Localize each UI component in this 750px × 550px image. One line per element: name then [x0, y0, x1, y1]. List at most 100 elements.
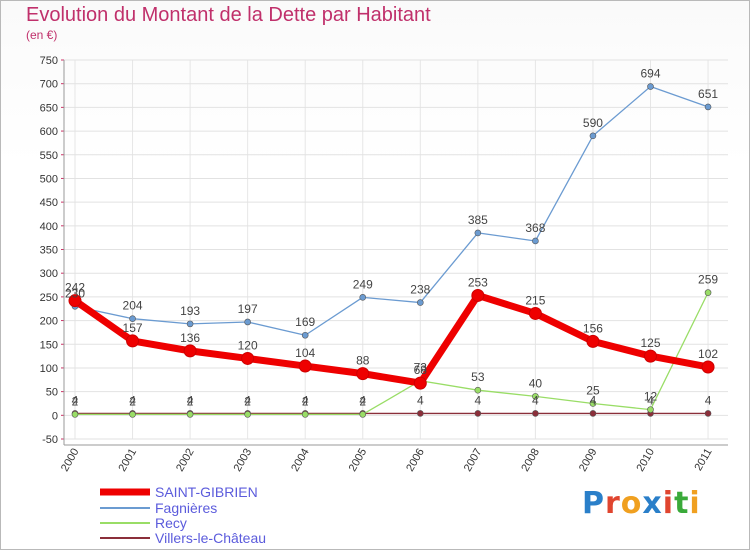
data-label: 4: [532, 393, 539, 407]
data-label: 169: [295, 315, 315, 329]
data-point: [647, 406, 654, 413]
data-label: 12: [644, 390, 658, 404]
data-label: 2: [302, 394, 309, 408]
data-point: [301, 331, 309, 339]
data-label: 368: [525, 221, 545, 235]
data-point: [532, 237, 539, 245]
data-point: [701, 360, 715, 374]
data-point: [183, 344, 197, 358]
data-point: [589, 132, 597, 140]
logo-letter: o: [620, 486, 643, 521]
y-tick-label: 0: [52, 410, 58, 422]
data-label: 249: [353, 277, 373, 291]
data-label: 88: [356, 354, 370, 368]
y-tick-label: 700: [40, 79, 58, 91]
data-label: 4: [705, 393, 712, 407]
data-point: [704, 410, 712, 417]
data-label: 2: [129, 394, 136, 408]
data-label: 2: [187, 394, 194, 408]
data-label: 590: [583, 116, 603, 130]
y-tick-label: 550: [40, 150, 58, 162]
data-label: 104: [295, 346, 315, 360]
y-tick-label: 250: [40, 292, 58, 304]
data-label: 259: [698, 273, 718, 287]
y-tick-label: 150: [40, 339, 58, 351]
data-point: [704, 289, 712, 296]
chart-title: Evolution du Montant de la Dette par Hab…: [26, 4, 431, 26]
data-point: [244, 411, 251, 418]
data-label: 193: [180, 304, 200, 318]
data-label: 73: [414, 361, 428, 375]
data-label: 40: [529, 376, 543, 390]
data-label: 157: [123, 321, 143, 335]
y-tick-label: 650: [40, 102, 58, 114]
chart-unit: (en €): [26, 28, 58, 42]
data-label: 204: [123, 299, 143, 313]
data-label: 102: [698, 347, 718, 361]
data-label: 238: [410, 283, 430, 297]
y-tick-label: 200: [40, 316, 58, 328]
data-label: 4: [647, 393, 654, 407]
legend-label: Fagnières: [155, 500, 217, 516]
data-label: 4: [129, 393, 136, 407]
data-label: 253: [468, 275, 488, 289]
data-label: 2: [72, 394, 79, 408]
data-point: [589, 410, 597, 417]
legend: SAINT-GIBRIENFagnièresRecyVillers-le-Châ…: [100, 484, 266, 546]
data-label: 242: [65, 281, 85, 295]
data-point: [244, 318, 251, 326]
data-label: 136: [180, 331, 200, 345]
x-tick-label: 2006: [404, 447, 427, 474]
x-tick-label: 2008: [519, 447, 542, 474]
series-lines: [68, 83, 715, 418]
x-tick-label: 2001: [117, 447, 140, 474]
data-label: 53: [471, 370, 485, 384]
data-label: 2: [359, 394, 366, 408]
data-point: [356, 367, 370, 381]
data-labels: 2421571361201048868253215156125102230204…: [65, 67, 718, 409]
series-line-saint-gibrien: [71, 291, 712, 387]
data-label: 156: [583, 321, 603, 335]
y-tick-label: 500: [40, 173, 58, 185]
data-point: [474, 410, 482, 417]
data-label: 651: [698, 87, 718, 101]
legend-label: Villers-le-Château: [155, 530, 266, 546]
x-tick-label: 2000: [59, 447, 82, 474]
data-label: 125: [640, 336, 660, 350]
x-tick-label: 2009: [577, 447, 600, 474]
data-point: [359, 294, 367, 301]
axes: -50 0 50 100 150 200 250 300 350 400 450 500 550 600 6…: [40, 55, 728, 474]
y-tick-label: 50: [46, 387, 58, 399]
legend-label: SAINT-GIBRIEN: [155, 484, 258, 500]
y-tick-label: 300: [40, 268, 58, 280]
series-line-fagni-res: [74, 85, 709, 336]
data-label: 25: [586, 383, 600, 397]
data-point: [68, 294, 82, 308]
data-label: 230: [65, 286, 85, 300]
y-tick-label: 350: [40, 245, 58, 257]
data-label: 4: [72, 393, 79, 407]
data-point: [301, 411, 309, 418]
data-point: [471, 288, 485, 302]
data-point: [528, 306, 542, 320]
logo-letter: P: [582, 486, 605, 521]
data-point: [413, 376, 427, 390]
proxiti-logo: Proxiti: [582, 486, 701, 521]
y-tick-label: 100: [40, 363, 58, 375]
x-tick-label: 2011: [692, 447, 714, 473]
data-label: 4: [590, 393, 597, 407]
data-point: [647, 83, 654, 90]
data-point: [474, 386, 482, 394]
data-label: 4: [302, 393, 309, 407]
x-tick-label: 2007: [462, 447, 485, 474]
data-label: 4: [187, 393, 194, 407]
logo-letter: x: [642, 486, 663, 521]
logo-letter: r: [605, 486, 621, 521]
data-label: 4: [359, 393, 366, 407]
data-label: 4: [417, 393, 424, 407]
x-tick-label: 2003: [232, 447, 255, 474]
data-point: [186, 320, 194, 328]
data-label: 694: [640, 67, 660, 81]
data-point: [71, 411, 79, 418]
